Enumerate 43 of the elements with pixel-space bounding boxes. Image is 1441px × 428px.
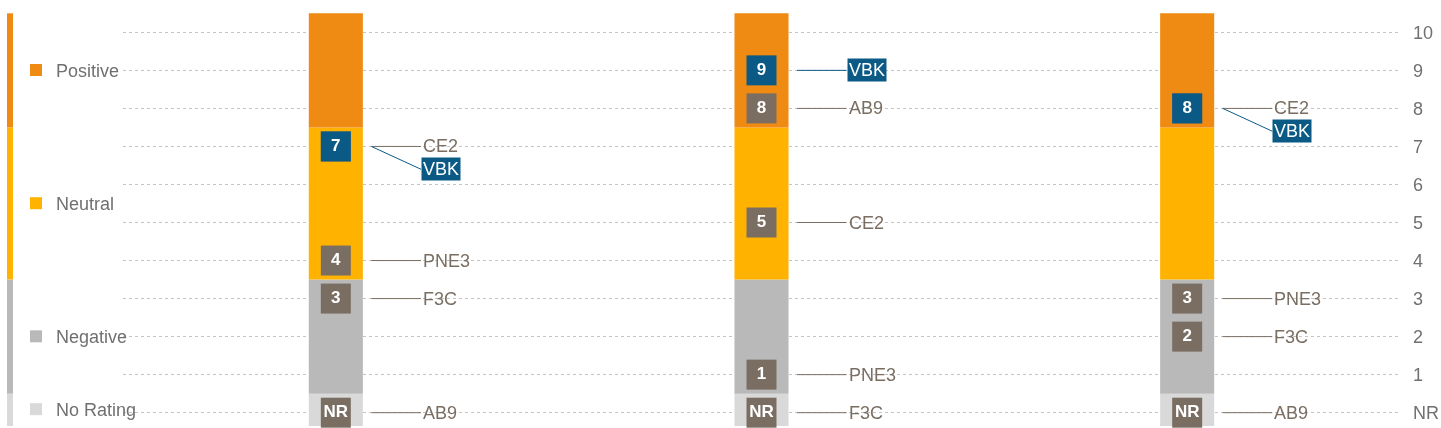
y-tick-label: 2: [1413, 326, 1424, 347]
legend-label: F3C: [423, 289, 458, 309]
data-label: NR: [1174, 401, 1200, 421]
data-label: 3: [1182, 287, 1192, 307]
legend-label: Negative: [56, 327, 128, 348]
y-tick-label: 5: [1413, 212, 1424, 233]
legend-label: Neutral: [56, 194, 115, 215]
data-label: 8: [1182, 97, 1192, 117]
text: AB9: [849, 98, 884, 118]
y-tick-label: 3: [1413, 288, 1424, 309]
data-label: 3: [331, 287, 341, 307]
data-label: 1: [756, 363, 767, 383]
data-label: 8: [756, 97, 767, 117]
y-tick-label: 1: [1413, 364, 1424, 385]
legend-label: Positive: [56, 61, 120, 82]
text: CE2: [1274, 98, 1310, 118]
text: PNE3: [1274, 289, 1322, 309]
text: VBK: [1274, 121, 1311, 141]
text: AB9: [1274, 403, 1309, 423]
y-tick-label: 7: [1413, 136, 1424, 157]
y-tick-label: 10: [1413, 22, 1434, 43]
y-tick-label: NR: [1413, 402, 1439, 423]
y-tick-label: 9: [1413, 60, 1424, 81]
data-label: NR: [749, 401, 774, 421]
text: F3C: [849, 403, 884, 423]
y-tick-label: 8: [1413, 98, 1424, 119]
legend-label: PNE3: [423, 251, 471, 271]
legend-label: CE2: [423, 136, 459, 156]
text: F3C: [1274, 327, 1309, 347]
data-label: 2: [1182, 325, 1192, 345]
legend-label: No Rating: [56, 400, 137, 421]
text: VBK: [423, 159, 460, 179]
y-tick-label: 4: [1413, 250, 1424, 271]
data-label: 9: [756, 59, 767, 79]
y-tick-label: 6: [1413, 174, 1424, 195]
data-label: 4: [331, 249, 342, 269]
text: CE2: [849, 213, 885, 233]
legend-label: VBK: [849, 60, 886, 80]
legend-label: AB9: [423, 403, 458, 423]
text: PNE3: [849, 365, 897, 385]
data-label: NR: [323, 401, 349, 421]
data-label: 7: [331, 135, 341, 155]
data-label: 5: [756, 211, 767, 231]
